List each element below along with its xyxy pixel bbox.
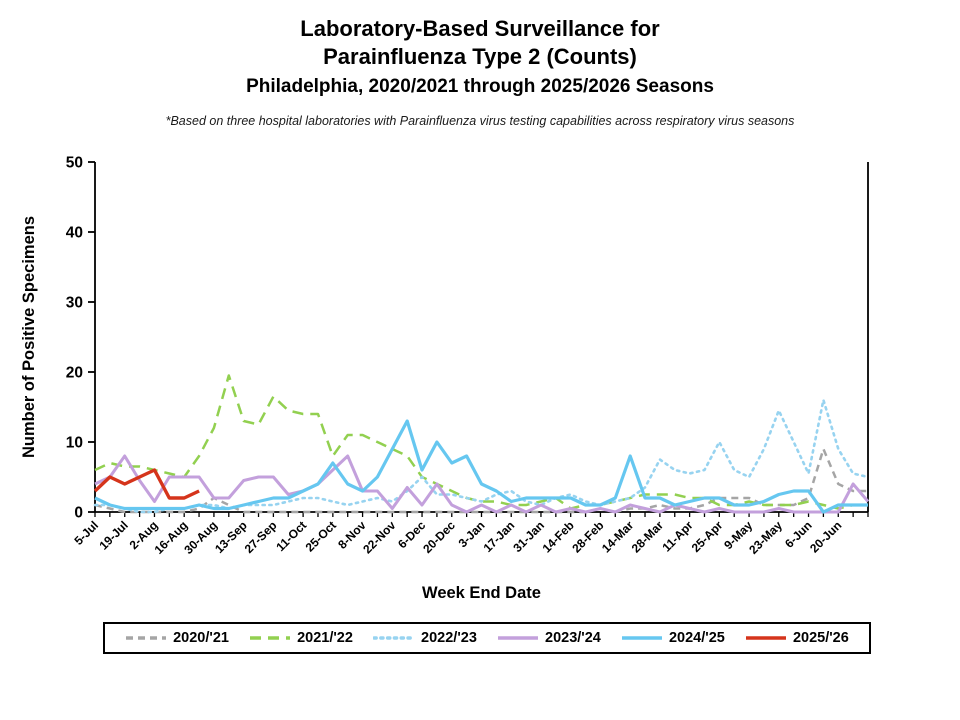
legend-label: 2022/'23 bbox=[421, 630, 477, 646]
series-line-2024--25 bbox=[94, 419, 868, 514]
series-line-2025--26 bbox=[93, 468, 200, 500]
legend-label: 2021/'22 bbox=[297, 630, 353, 646]
legend-label: 2025/'26 bbox=[792, 630, 849, 646]
x-tick-label: 11-Oct bbox=[273, 518, 309, 554]
series-line-2021--22 bbox=[94, 374, 868, 510]
legend-swatch-icon bbox=[250, 636, 291, 640]
x-tick-label: 28-Mar bbox=[629, 518, 666, 555]
x-tick-label: 14-Feb bbox=[540, 518, 577, 555]
legend-item-2021--22: 2021/'22 bbox=[249, 630, 353, 646]
series-line-2023--24 bbox=[94, 454, 870, 514]
legend-label: 2020/'21 bbox=[173, 630, 229, 646]
legend-item-2020--21: 2020/'21 bbox=[125, 630, 229, 646]
y-axis-title: Number of Positive Specimens bbox=[20, 216, 38, 458]
x-tick-label: 23-May bbox=[746, 518, 785, 557]
legend-label: 2024/'25 bbox=[668, 630, 725, 646]
x-tick-label: 30-Aug bbox=[181, 518, 220, 557]
legend-swatch-icon bbox=[373, 636, 416, 640]
chart-title-line2: Parainfluenza Type 2 (Counts) bbox=[323, 44, 637, 69]
x-tick-label: 31-Jan bbox=[510, 518, 547, 555]
legend-item-2023--24: 2023/'24 bbox=[497, 630, 601, 646]
legend-item-2024--25: 2024/'25 bbox=[621, 630, 725, 646]
x-tick-label: 25-Apr bbox=[689, 518, 726, 555]
y-tick-label: 50 bbox=[66, 155, 83, 172]
x-tick-label: 14-Mar bbox=[599, 518, 636, 555]
legend-swatch-icon bbox=[498, 636, 538, 640]
x-tick-label: 11-Apr bbox=[659, 518, 696, 555]
x-tick-label: 22-Nov bbox=[360, 518, 398, 556]
legend-label: 2023/'24 bbox=[545, 630, 601, 646]
legend-item-2022--23: 2022/'23 bbox=[373, 630, 477, 646]
x-tick-label: 20-Dec bbox=[420, 518, 458, 556]
legend-swatch-icon bbox=[621, 636, 662, 640]
legend-swatch-icon bbox=[745, 636, 786, 640]
chart-title-line3: Philadelphia, 2020/2021 through 2025/202… bbox=[246, 76, 714, 97]
y-tick-label: 40 bbox=[66, 225, 83, 242]
x-tick-label: 27-Sep bbox=[242, 518, 280, 556]
chart-title-line1: Laboratory-Based Surveillance for bbox=[300, 16, 660, 41]
series-line-2020--21 bbox=[94, 447, 868, 514]
chart-svg: 010203040505-Jul19-Jul2-Aug16-Aug30-Aug1… bbox=[20, 155, 870, 602]
chart-subtitle: *Based on three hospital laboratories wi… bbox=[165, 114, 795, 128]
y-tick-label: 10 bbox=[66, 435, 83, 452]
legend-swatch-icon bbox=[126, 636, 167, 640]
x-tick-label: 20-Jun bbox=[807, 518, 844, 555]
y-tick-label: 0 bbox=[74, 505, 83, 522]
y-tick-label: 20 bbox=[66, 365, 83, 382]
x-axis-title: Week End Date bbox=[422, 584, 541, 602]
x-tick-label: 19-Jul bbox=[96, 518, 130, 552]
x-tick-label: 25-Oct bbox=[303, 518, 339, 554]
legend-item-2025--26: 2025/'26 bbox=[745, 630, 849, 646]
x-tick-label: 13-Sep bbox=[212, 518, 250, 556]
x-tick-label: 17-Jan bbox=[481, 518, 518, 555]
x-tick-label: 28-Feb bbox=[569, 518, 606, 555]
legend: 2020/'21 2021/'22 2022/'23 2023/'24 2024/'25… bbox=[103, 622, 871, 654]
y-tick-label: 30 bbox=[66, 295, 83, 312]
